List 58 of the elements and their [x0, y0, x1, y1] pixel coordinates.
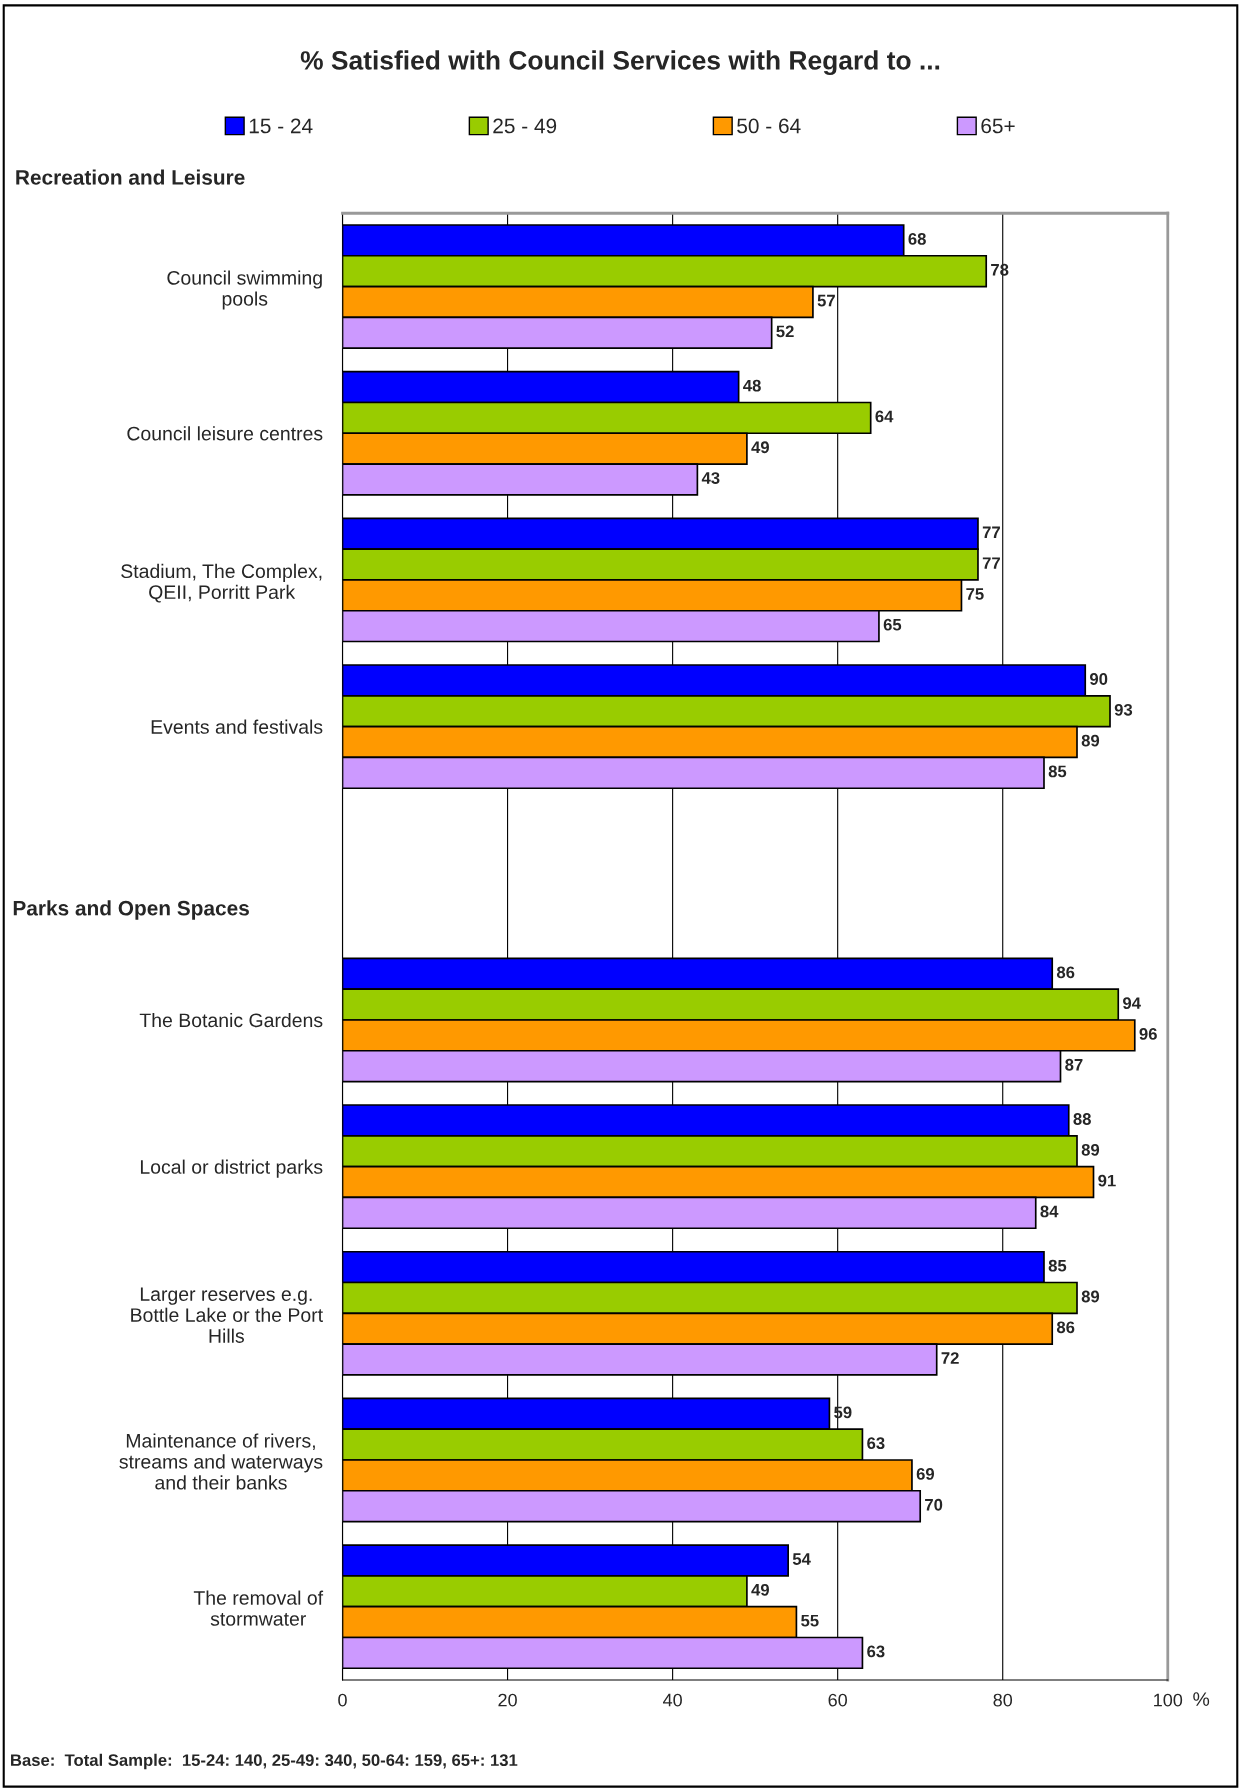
- data-label: 94: [1123, 997, 1141, 1010]
- data-label: 49: [751, 1583, 769, 1596]
- data-label: 68: [908, 233, 926, 245]
- data-label: 88: [1073, 1113, 1091, 1125]
- data-label: 85: [1048, 765, 1067, 778]
- x-tick-label: 0: [338, 1693, 347, 1707]
- data-label: 96: [1139, 1028, 1157, 1040]
- data-label: 90: [1090, 673, 1108, 685]
- data-label: 70: [925, 1498, 943, 1511]
- text: Recreation and Leisure: [16, 169, 245, 185]
- y-tick-label: Stadium, The Complex, QEII, Porritt Park: [121, 563, 322, 603]
- text: Parks and Open Spaces: [13, 900, 249, 920]
- data-label: 85: [1048, 1259, 1067, 1272]
- y-tick-label: Local or district parks: [140, 1159, 323, 1178]
- y-tick-label: The Botanic Gardens: [139, 1012, 323, 1028]
- data-label: 57: [817, 294, 835, 307]
- data-label: 91: [1098, 1174, 1116, 1187]
- data-label: 89: [1081, 1290, 1100, 1303]
- data-label: 75: [966, 588, 984, 600]
- text: Base: Total Sample: 15-24: 140, 25-49: 340, 50-64: 159, 65+: 131: [11, 1753, 518, 1770]
- data-label: 55: [801, 1614, 819, 1627]
- data-label: 77: [982, 557, 1000, 569]
- data-label: 84: [1040, 1205, 1059, 1218]
- data-label: 43: [701, 472, 720, 484]
- x-axis-title: %: [1193, 1692, 1210, 1706]
- y-tick-label: Larger reserves e.g. Bottle Lake or the Port Hills: [131, 1287, 323, 1343]
- data-label: 77: [982, 526, 1000, 539]
- x-tick-label: 40: [663, 1693, 682, 1707]
- data-label: 63: [867, 1645, 885, 1658]
- y-tick-label: Council swimming pools: [167, 270, 322, 310]
- data-label: 52: [776, 325, 794, 338]
- data-label: 93: [1114, 703, 1133, 716]
- data-label: 48: [743, 379, 761, 392]
- data-label: 87: [1065, 1058, 1083, 1071]
- data-label: 69: [916, 1468, 935, 1480]
- data-label: 89: [1081, 1143, 1100, 1156]
- x-tick-label: 100: [1154, 1693, 1183, 1707]
- y-tick-label: Maintenance of rivers, streams and waterways and their banks: [119, 1433, 323, 1490]
- data-label: 63: [867, 1437, 885, 1450]
- data-label: 72: [941, 1352, 959, 1364]
- data-label: 89: [1081, 734, 1100, 747]
- x-tick-label: 80: [993, 1693, 1013, 1707]
- data-label: 54: [792, 1553, 811, 1565]
- data-label: 86: [1056, 966, 1075, 979]
- y-tick-label: Council leisure centres: [127, 426, 323, 441]
- legend-label: 25 - 49: [493, 118, 557, 134]
- data-label: 64: [875, 410, 894, 423]
- legend-label: 15 - 24: [249, 118, 313, 134]
- y-tick-label: The removal of stormwater: [193, 1590, 324, 1626]
- x-tick-label: 20: [498, 1693, 517, 1707]
- legend-label: 65+: [981, 118, 1015, 134]
- x-tick-label: 60: [828, 1693, 848, 1707]
- data-label: 65: [883, 618, 902, 631]
- data-label: 86: [1056, 1321, 1075, 1334]
- chart-title: % Satisfied with Council Services with Regard to ...: [300, 50, 940, 76]
- data-label: 49: [751, 441, 769, 454]
- legend-label: 50 - 64: [737, 118, 801, 134]
- y-tick-label: Events and festivals: [151, 719, 323, 734]
